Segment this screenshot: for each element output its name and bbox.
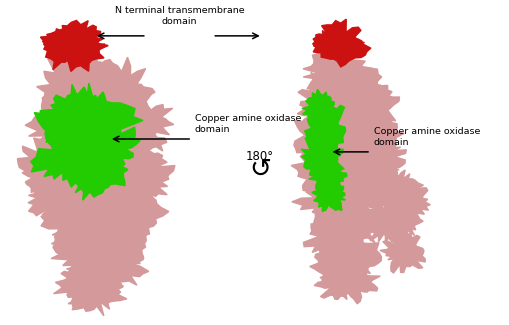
Polygon shape <box>110 99 174 151</box>
Polygon shape <box>351 133 406 181</box>
Polygon shape <box>294 107 347 170</box>
Polygon shape <box>303 45 373 103</box>
Polygon shape <box>303 207 369 258</box>
Polygon shape <box>31 126 112 192</box>
Text: 180°: 180° <box>246 150 274 163</box>
Polygon shape <box>307 149 377 210</box>
Polygon shape <box>77 102 129 140</box>
Polygon shape <box>320 227 382 279</box>
Polygon shape <box>41 184 119 246</box>
Polygon shape <box>81 218 148 269</box>
Polygon shape <box>44 142 134 226</box>
Polygon shape <box>342 142 399 196</box>
Polygon shape <box>332 262 380 304</box>
Polygon shape <box>43 110 89 155</box>
Polygon shape <box>42 20 108 72</box>
Polygon shape <box>297 72 360 135</box>
Text: Copper amine oxidase
domain: Copper amine oxidase domain <box>194 114 301 134</box>
Polygon shape <box>333 127 401 190</box>
Polygon shape <box>43 105 145 189</box>
Polygon shape <box>51 223 140 286</box>
Polygon shape <box>325 31 353 47</box>
Polygon shape <box>66 45 96 64</box>
Polygon shape <box>17 128 81 196</box>
Polygon shape <box>301 136 344 180</box>
Polygon shape <box>51 57 129 114</box>
Polygon shape <box>40 87 112 142</box>
Polygon shape <box>314 265 365 300</box>
Polygon shape <box>67 251 132 299</box>
Polygon shape <box>365 198 415 243</box>
Polygon shape <box>76 118 135 173</box>
Polygon shape <box>67 76 153 155</box>
Polygon shape <box>324 90 392 159</box>
Polygon shape <box>292 171 364 234</box>
Polygon shape <box>50 37 89 61</box>
Polygon shape <box>309 109 382 177</box>
Polygon shape <box>25 93 104 168</box>
Polygon shape <box>332 39 359 58</box>
Polygon shape <box>372 166 423 216</box>
Polygon shape <box>58 23 103 55</box>
Text: ↺: ↺ <box>249 157 271 183</box>
Polygon shape <box>313 19 371 67</box>
Polygon shape <box>65 37 105 62</box>
Polygon shape <box>328 162 391 216</box>
Polygon shape <box>67 272 127 316</box>
Polygon shape <box>324 195 387 249</box>
Polygon shape <box>379 200 423 244</box>
Polygon shape <box>344 113 404 165</box>
Polygon shape <box>37 47 125 140</box>
Polygon shape <box>53 257 120 307</box>
Text: Copper amine oxidase
domain: Copper amine oxidase domain <box>374 127 480 147</box>
Polygon shape <box>84 108 167 181</box>
Polygon shape <box>309 157 347 192</box>
Polygon shape <box>359 166 411 213</box>
Polygon shape <box>380 232 425 273</box>
Polygon shape <box>304 101 346 162</box>
Polygon shape <box>87 180 169 239</box>
Polygon shape <box>312 177 346 211</box>
Polygon shape <box>310 237 371 285</box>
Polygon shape <box>334 77 400 128</box>
Polygon shape <box>51 204 125 255</box>
Polygon shape <box>320 61 392 126</box>
Polygon shape <box>37 112 84 161</box>
Polygon shape <box>41 186 114 256</box>
Polygon shape <box>41 176 91 223</box>
Polygon shape <box>22 157 71 203</box>
Polygon shape <box>88 57 155 124</box>
Polygon shape <box>321 40 351 59</box>
Polygon shape <box>91 146 175 209</box>
Text: N terminal transmembrane
domain: N terminal transmembrane domain <box>115 6 244 26</box>
Polygon shape <box>313 80 380 149</box>
Polygon shape <box>291 144 351 198</box>
Polygon shape <box>40 29 80 59</box>
Polygon shape <box>54 143 128 200</box>
Polygon shape <box>42 76 103 136</box>
Polygon shape <box>50 41 81 65</box>
Polygon shape <box>329 35 364 57</box>
Polygon shape <box>313 29 349 56</box>
Polygon shape <box>58 26 88 46</box>
Polygon shape <box>76 238 149 292</box>
Polygon shape <box>386 182 430 221</box>
Polygon shape <box>28 169 87 218</box>
Polygon shape <box>34 83 143 180</box>
Polygon shape <box>302 89 336 124</box>
